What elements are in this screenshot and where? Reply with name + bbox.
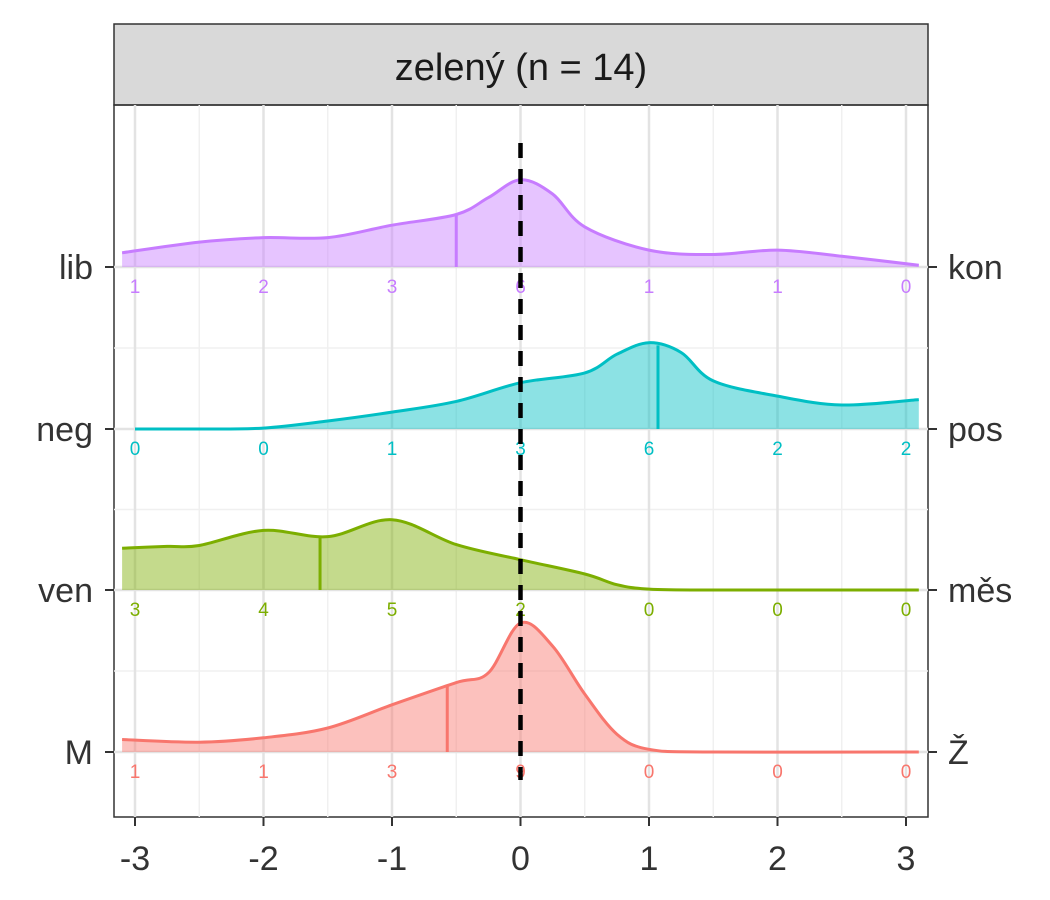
y-tick-label-right: kon — [948, 249, 1003, 287]
count-label: 0 — [644, 762, 655, 783]
count-label: 1 — [387, 439, 398, 460]
y-tick-label-right: Ž — [948, 734, 969, 772]
y-tick-label-right: měs — [948, 572, 1012, 610]
density-line — [122, 620, 919, 754]
count-label: 1 — [258, 762, 269, 783]
count-label: 0 — [772, 762, 783, 783]
y-tick-label-left: neg — [36, 411, 93, 449]
ridge-M: 1139000 — [122, 620, 919, 783]
x-tick-label: 3 — [897, 840, 916, 878]
count-label: 1 — [130, 762, 141, 783]
x-tick-label: 1 — [640, 840, 659, 878]
count-label: 2 — [901, 439, 912, 460]
count-label: 1 — [644, 277, 655, 298]
ridge-neg: 0 0 1 3 6 2 2 — [130, 341, 919, 460]
count-label: 0 — [772, 600, 783, 621]
count-label: 4 — [258, 600, 269, 621]
x-tick-label: -3 — [120, 840, 150, 878]
count-label: 3 — [515, 439, 526, 460]
panel-title: zelený (n = 14) — [395, 47, 647, 89]
density-area — [122, 622, 919, 753]
count-label: 5 — [387, 600, 398, 621]
y-tick-label-left: M — [65, 734, 93, 772]
count-label: 0 — [901, 762, 912, 783]
axes: -3 -2 -1 0 1 2 3 lib kon neg pos ven měs M Ž — [36, 249, 1012, 878]
count-label: 2 — [515, 600, 526, 621]
count-label: 0 — [901, 600, 912, 621]
count-label: 0 — [901, 277, 912, 298]
count-label: 1 — [772, 277, 783, 298]
count-label: 3 — [387, 762, 398, 783]
count-label: 3 — [130, 600, 141, 621]
count-label: 2 — [258, 277, 269, 298]
count-label: 0 — [258, 439, 269, 460]
strip-background — [113, 23, 929, 106]
y-tick-label-left: lib — [59, 249, 93, 287]
y-tick-label-right: pos — [948, 411, 1003, 449]
count-label: 2 — [772, 439, 783, 460]
density-area — [135, 342, 919, 430]
x-tick-label: 2 — [768, 840, 787, 878]
y-tick-label-left: ven — [38, 572, 93, 610]
ridge-ven: 3 4 5 2 0 0 0 — [122, 518, 919, 621]
count-label: 0 — [644, 600, 655, 621]
count-label: 0 — [130, 439, 141, 460]
count-label: 6 — [644, 439, 655, 460]
count-label: 1 — [130, 277, 141, 298]
x-tick-label: -2 — [248, 840, 278, 878]
count-label: 3 — [387, 277, 398, 298]
density-line — [122, 518, 919, 592]
x-tick-label: 0 — [511, 840, 530, 878]
x-tick-label: -1 — [377, 840, 407, 878]
density-line — [134, 341, 919, 431]
